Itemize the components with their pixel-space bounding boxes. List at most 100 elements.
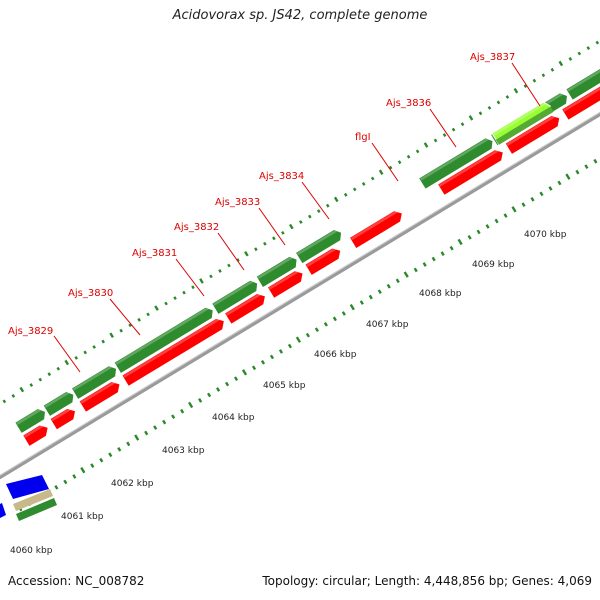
outer-tick	[47, 372, 52, 377]
forward-cds-arrow-shine	[213, 281, 254, 306]
ruler-tick	[503, 213, 508, 218]
ruler-tick	[494, 218, 499, 224]
outer-tick	[173, 296, 177, 300]
outer-tick	[487, 105, 492, 110]
tan-feature	[13, 489, 53, 511]
highlight-cds-shadow	[495, 106, 554, 145]
ruler-tick	[260, 360, 266, 365]
outer-tick	[388, 165, 393, 170]
scale-label: 4065 kbp	[263, 381, 306, 391]
ruler-tick	[54, 485, 59, 490]
gene-label-leader	[371, 142, 399, 182]
ruler-tick	[403, 271, 409, 278]
reverse-cds-arrow	[348, 210, 403, 250]
ruler-tick	[422, 262, 427, 267]
outer-tick	[199, 278, 204, 284]
ruler-tick	[224, 381, 230, 387]
outer-tick	[541, 73, 546, 78]
outer-tick	[146, 312, 150, 317]
gene-label: Ajs_3833	[215, 197, 260, 208]
outer-tick	[505, 95, 510, 99]
ruler-tick	[295, 336, 301, 343]
outer-tick	[415, 149, 420, 154]
ruler-tick	[90, 463, 95, 468]
forward-cds-arrow	[42, 390, 75, 418]
ruler-tick	[314, 327, 319, 333]
ruler-tick	[180, 408, 185, 414]
outer-tick	[191, 285, 195, 290]
ruler-tick	[72, 474, 77, 479]
forward-cds-arrow-shine	[72, 366, 113, 391]
reverse-cds-arrow	[504, 114, 561, 156]
gene-label-leader	[217, 232, 245, 271]
outer-tick	[74, 355, 79, 360]
outer-tick	[352, 187, 357, 192]
reverse-cds-arrow-shine	[225, 294, 261, 316]
ruler-tick	[349, 303, 355, 311]
ruler-tick	[359, 300, 364, 305]
reverse-cds-arrow	[121, 317, 225, 388]
ruler-tick	[575, 169, 580, 175]
outer-tick	[361, 182, 366, 186]
ruler-tick	[278, 349, 284, 354]
ruler-tick	[126, 441, 131, 447]
ruler-tick	[395, 278, 400, 284]
reverse-cds-arrow-shine	[80, 382, 116, 404]
outer-tick	[209, 274, 213, 279]
outer-tick	[370, 176, 375, 181]
outer-tick	[333, 196, 339, 203]
highlight-cds-arrow-shine	[493, 103, 547, 136]
outer-tick	[406, 154, 411, 159]
outer-tick	[523, 84, 528, 89]
outer-tick	[227, 263, 231, 268]
ruler-tick	[198, 398, 203, 403]
reverse-cds-arrow-shine	[23, 425, 44, 438]
ruler-tick	[63, 479, 68, 485]
outer-tick	[496, 100, 501, 105]
outer-tick	[513, 87, 519, 94]
reverse-cds-arrow	[304, 247, 342, 277]
ruler-tick	[521, 202, 526, 208]
forward-cds-arrow-shine	[567, 69, 600, 92]
ruler-tick	[449, 245, 454, 251]
forward-cds-arrow-shine	[16, 409, 42, 425]
scale-label: 4066 kbp	[314, 350, 357, 360]
genome-backbone-highlight	[0, 111, 600, 476]
ruler-tick	[216, 387, 221, 392]
forward-cds-arrow	[417, 137, 494, 190]
forward-cds-arrow-shine	[257, 257, 293, 279]
ruler-tick	[548, 186, 553, 191]
ruler-tick	[457, 238, 463, 246]
scale-label: 4060 kbp	[10, 546, 53, 556]
gene-label-leader	[258, 207, 286, 246]
reverse-cds-arrow	[78, 380, 121, 413]
scale-label: 4064 kbp	[212, 413, 255, 423]
outer-tick	[164, 301, 168, 306]
reverse-cds-arrow-shine	[51, 409, 71, 422]
scale-label: 4069 kbp	[472, 260, 515, 270]
outer-tick	[397, 160, 402, 165]
ruler-tick	[305, 332, 310, 338]
outer-tick	[119, 328, 123, 333]
outer-tick	[558, 60, 564, 67]
ruler-tick	[251, 365, 257, 371]
forward-cds-arrow	[113, 306, 214, 375]
forward-cds-arrow	[565, 67, 600, 101]
reverse-cds-arrow-shine	[350, 211, 398, 241]
ruler-tick	[386, 283, 391, 289]
scale-label: 4070 kbp	[524, 230, 567, 240]
outer-tick	[288, 223, 294, 230]
gene-label-leader	[429, 108, 457, 148]
reverse-cds-arrow	[436, 149, 504, 197]
ruler-tick	[341, 311, 346, 316]
ruler-tick	[80, 467, 86, 474]
ruler-tick	[413, 267, 418, 273]
forward-cds-arrow	[255, 255, 298, 289]
reverse-cds-arrow	[266, 270, 304, 300]
reverse-cds-arrow-shine	[563, 87, 600, 112]
ruler-tick	[241, 369, 248, 376]
ruler-tick	[332, 316, 337, 322]
outer-tick	[83, 350, 88, 355]
reverse-cds-arrow	[223, 292, 267, 325]
forward-cds-arrow	[14, 407, 47, 435]
